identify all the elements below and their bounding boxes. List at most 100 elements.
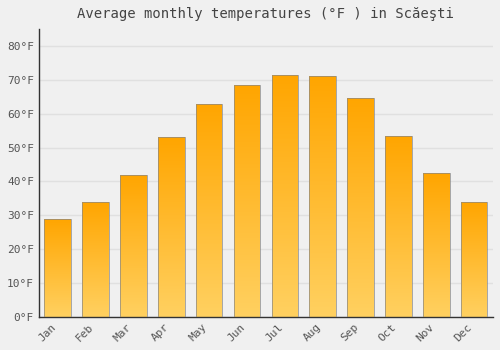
Bar (310, 91, 336, 92)
Bar (348, 189, 374, 190)
Bar (234, 278, 260, 280)
Bar (461, 235, 487, 236)
Bar (310, 241, 336, 243)
Bar (234, 125, 260, 127)
Bar (272, 201, 298, 202)
Bar (348, 256, 374, 257)
Bar (120, 214, 146, 215)
Bar (461, 231, 487, 232)
Bar (461, 256, 487, 257)
Bar (234, 272, 260, 273)
Bar (310, 136, 336, 137)
Bar (120, 312, 146, 313)
Bar (158, 288, 184, 289)
Bar (158, 155, 184, 156)
Bar (461, 205, 487, 206)
Bar (423, 276, 450, 278)
Bar (82, 314, 109, 315)
Bar (348, 235, 374, 237)
Bar (461, 288, 487, 289)
Bar (385, 142, 411, 143)
Bar (196, 240, 222, 241)
Bar (234, 172, 260, 173)
Bar (196, 125, 222, 126)
Bar (82, 235, 109, 236)
Bar (348, 151, 374, 152)
Bar (461, 259, 487, 260)
Bar (310, 168, 336, 169)
Bar (272, 289, 298, 291)
Bar (461, 293, 487, 294)
Bar (348, 126, 374, 127)
Bar (196, 159, 222, 160)
Bar (385, 176, 411, 177)
Bar (158, 299, 184, 300)
Bar (272, 81, 298, 83)
Bar (461, 236, 487, 237)
Bar (310, 314, 336, 315)
Bar (348, 311, 374, 313)
Bar (120, 255, 146, 256)
Bar (272, 259, 298, 260)
Bar (82, 206, 109, 207)
Bar (272, 154, 298, 155)
Bar (120, 292, 146, 293)
Bar (272, 315, 298, 317)
Bar (120, 289, 146, 290)
Bar (385, 242, 411, 243)
Bar (82, 202, 109, 317)
Bar (272, 298, 298, 299)
Bar (82, 219, 109, 220)
Bar (385, 306, 411, 307)
Bar (196, 187, 222, 189)
Bar (461, 296, 487, 297)
Bar (272, 202, 298, 204)
Bar (158, 254, 184, 256)
Bar (120, 278, 146, 279)
Bar (196, 172, 222, 173)
Bar (423, 251, 450, 252)
Bar (158, 238, 184, 239)
Bar (272, 194, 298, 196)
Bar (310, 100, 336, 102)
Bar (461, 281, 487, 282)
Bar (196, 223, 222, 224)
Bar (158, 243, 184, 244)
Bar (196, 136, 222, 138)
Bar (196, 250, 222, 251)
Bar (44, 266, 71, 267)
Bar (158, 236, 184, 237)
Bar (196, 153, 222, 155)
Bar (310, 294, 336, 296)
Bar (348, 283, 374, 285)
Bar (234, 159, 260, 161)
Bar (272, 220, 298, 222)
Bar (120, 236, 146, 237)
Bar (234, 298, 260, 300)
Bar (310, 266, 336, 267)
Bar (44, 236, 71, 237)
Bar (385, 208, 411, 209)
Bar (385, 237, 411, 238)
Bar (310, 198, 336, 200)
Bar (272, 225, 298, 226)
Bar (44, 278, 71, 279)
Bar (272, 314, 298, 315)
Bar (82, 217, 109, 218)
Bar (44, 285, 71, 286)
Bar (82, 238, 109, 239)
Bar (82, 205, 109, 206)
Bar (196, 212, 222, 213)
Bar (385, 316, 411, 317)
Bar (82, 249, 109, 250)
Bar (385, 152, 411, 153)
Bar (461, 275, 487, 276)
Bar (44, 230, 71, 231)
Bar (423, 256, 450, 257)
Bar (158, 312, 184, 313)
Bar (310, 278, 336, 280)
Bar (44, 290, 71, 291)
Bar (385, 255, 411, 257)
Bar (158, 187, 184, 188)
Bar (158, 245, 184, 246)
